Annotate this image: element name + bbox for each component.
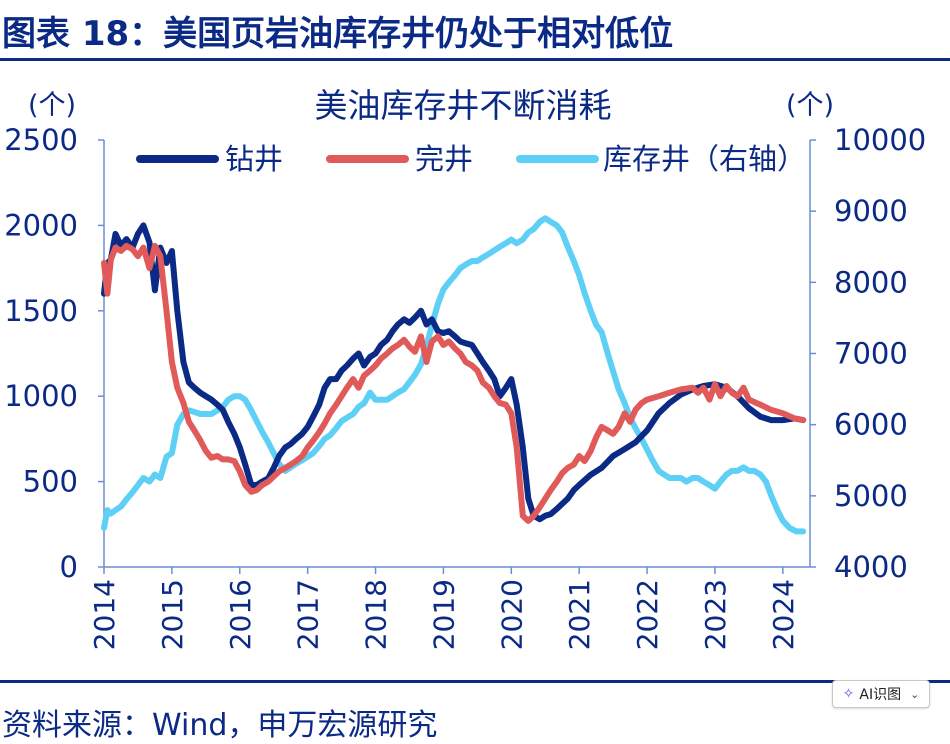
source-note: 资料来源：Wind，申万宏源研究 xyxy=(2,708,438,743)
legend-label-duc: 库存井（右轴） xyxy=(603,142,806,176)
chevron-down-icon: ⌄ xyxy=(910,687,920,701)
x-tick-label: 2014 xyxy=(88,579,121,650)
series-lines xyxy=(101,215,807,535)
ai-button-label: AI识图 xyxy=(859,687,902,703)
left-tick-label: 500 xyxy=(23,465,78,499)
right-tick-label: 5000 xyxy=(834,479,908,513)
right-tick-label: 4000 xyxy=(834,550,908,584)
series-line-completed xyxy=(101,242,807,524)
sparkle-icon: ✧ xyxy=(842,686,855,702)
left-tick-label: 1000 xyxy=(4,379,78,413)
x-tick-label: 2016 xyxy=(224,579,257,650)
left-tick-label: 2000 xyxy=(4,208,78,242)
legend: 钻井 完井 库存井（右轴） xyxy=(136,142,806,176)
series-line-duc xyxy=(101,215,807,535)
right-tick-label: 10000 xyxy=(834,123,926,157)
x-tick-label: 2020 xyxy=(495,579,528,650)
legend-item-drilled: 钻井 xyxy=(136,142,283,176)
chart: 美油库存井不断消耗 (个) (个) 0 500 1000 1500 2000 2500 40… xyxy=(4,86,926,650)
bottom-divider xyxy=(0,680,950,683)
figure-title: 图表 18：美国页岩油库存井仍处于相对低位 xyxy=(2,14,674,54)
right-tick-label: 8000 xyxy=(834,265,908,299)
x-tick-label: 2022 xyxy=(631,579,664,650)
axes: 0 500 1000 1500 2000 2500 4000 5000 6000 7000 8000… xyxy=(4,123,926,650)
legend-item-completed: 完井 xyxy=(326,142,473,176)
x-tick-label: 2017 xyxy=(292,579,325,650)
legend-label-drilled: 钻井 xyxy=(225,142,283,176)
right-tick-label: 6000 xyxy=(834,408,908,442)
chart-title: 美油库存井不断消耗 xyxy=(315,86,612,125)
x-tick-label: 2018 xyxy=(360,579,393,650)
top-divider xyxy=(0,58,950,61)
left-tick-label: 2500 xyxy=(4,123,78,157)
right-tick-label: 7000 xyxy=(834,337,908,371)
right-tick-label: 9000 xyxy=(834,194,908,228)
left-tick-label: 1500 xyxy=(4,294,78,328)
series-line-drilled xyxy=(101,222,807,523)
x-tick-label: 2019 xyxy=(427,579,460,650)
x-tick-label: 2021 xyxy=(563,579,596,650)
left-unit-label: (个) xyxy=(28,90,76,121)
legend-item-duc: 库存井（右轴） xyxy=(516,142,806,176)
right-unit-label: (个) xyxy=(786,90,834,121)
legend-label-completed: 完井 xyxy=(415,142,473,176)
x-tick-label: 2024 xyxy=(767,579,800,650)
ai-chart-reader-button[interactable]: ✧ AI识图 ⌄ xyxy=(832,680,930,708)
left-tick-label: 0 xyxy=(60,550,78,584)
x-tick-label: 2023 xyxy=(699,579,732,650)
x-tick-label: 2015 xyxy=(156,579,189,650)
